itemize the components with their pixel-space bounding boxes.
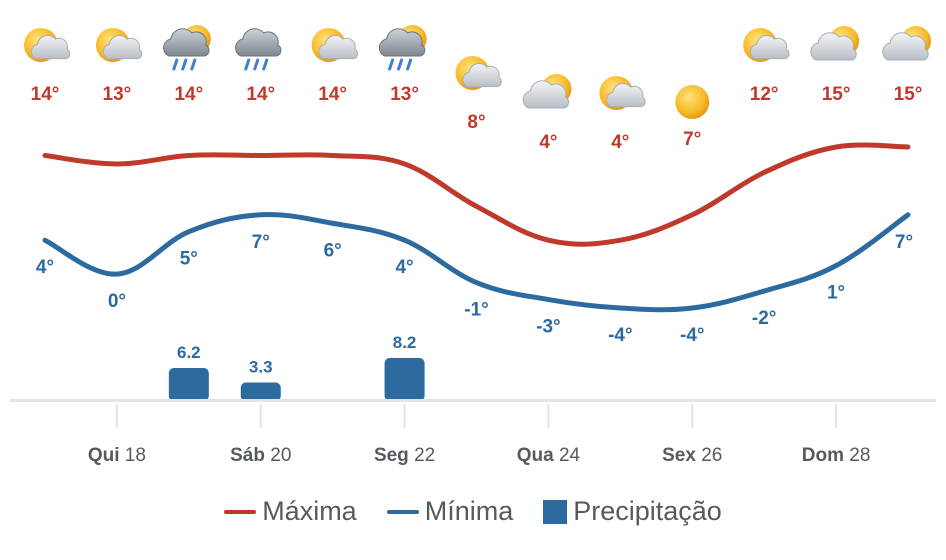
precip-bar	[240, 382, 281, 401]
sun-shape	[675, 85, 710, 119]
min-temp-label: 6°	[324, 240, 342, 261]
min-temp-label: 5°	[180, 249, 198, 270]
cloud-sun-icon	[522, 74, 572, 109]
legend-min-label: Mínima	[424, 496, 514, 526]
max-temp-label: 13°	[103, 84, 132, 105]
min-temp-label: -2°	[752, 308, 777, 329]
rain-drop	[181, 58, 188, 71]
precip-value-label: 8.2	[393, 333, 417, 352]
cloud-shape	[318, 35, 358, 60]
cloud-shape	[749, 35, 790, 60]
sun-cloud-icon	[95, 28, 143, 62]
min-temp-label: -4°	[680, 325, 705, 346]
rain-drop	[406, 58, 413, 71]
cloud-sun-icon	[882, 26, 931, 61]
cloud-shape	[163, 28, 210, 57]
max-temp-label: 4°	[611, 132, 629, 153]
cloud-rain-icon	[235, 28, 282, 71]
cloud-sun-icon	[810, 26, 860, 61]
min-temp-line	[42, 212, 911, 313]
legend-max-swatch	[224, 509, 257, 514]
rain-drop	[253, 58, 260, 71]
precip-bar	[384, 358, 425, 401]
sun-icon	[675, 85, 710, 119]
x-tick-label: Sáb 20	[230, 445, 291, 466]
x-tick-label: Seg 22	[374, 445, 435, 466]
sun-cloud-rain-icon	[378, 25, 427, 71]
min-temp-label: 7°	[895, 232, 913, 253]
cloud-shape	[522, 80, 570, 109]
cloud-shape	[606, 83, 646, 108]
max-temp-label: 14°	[318, 84, 347, 105]
max-temp-label: 15°	[822, 84, 851, 105]
rain-drop	[190, 58, 197, 71]
cloud-shape	[462, 63, 502, 88]
max-temp-label: 14°	[174, 84, 203, 105]
sun-cloud-rain-icon	[163, 25, 211, 71]
x-tick-label: Sex 26	[662, 445, 722, 466]
max-temp-line	[42, 142, 911, 247]
cloud-shape	[810, 32, 857, 61]
rain-drop	[388, 58, 395, 71]
legend-min-swatch	[386, 509, 419, 514]
max-temp-label: 12°	[750, 84, 779, 105]
cloud-shape	[378, 28, 426, 57]
sun-cloud-icon	[599, 76, 646, 110]
precip-value-label: 3.3	[249, 358, 273, 377]
min-temp-label: 7°	[252, 232, 270, 253]
rain-drop	[397, 58, 404, 71]
sun-cloud-icon	[24, 28, 71, 62]
precip-value-label: 6.2	[177, 343, 201, 362]
legend-item-min: Mínima	[386, 496, 514, 527]
sun-cloud-icon	[455, 56, 502, 90]
legend-precip-swatch	[543, 499, 568, 524]
min-temp-label: -3°	[536, 317, 561, 338]
max-temp-label: 14°	[31, 84, 60, 105]
rain-drop	[262, 58, 269, 71]
max-temp-label: 8°	[467, 112, 485, 133]
min-temp-label: -1°	[464, 300, 489, 321]
chart-legend: Máxima Mínima Precipitação	[0, 496, 946, 527]
min-temp-label: 4°	[36, 257, 54, 278]
max-temp-label: 15°	[894, 84, 923, 105]
max-temp-label: 14°	[246, 84, 275, 105]
rain-drop	[172, 58, 179, 71]
x-tick-label: Qua 24	[517, 445, 581, 466]
min-temp-label: 4°	[395, 257, 413, 278]
max-temp-label: 7°	[683, 129, 701, 150]
max-temp-label: 13°	[390, 84, 419, 105]
min-temp-label: 1°	[827, 283, 845, 304]
cloud-shape	[30, 35, 71, 60]
rain-drop	[244, 58, 251, 71]
cloud-shape	[882, 32, 929, 61]
max-temp-label: 4°	[539, 132, 557, 153]
cloud-shape	[102, 35, 143, 60]
legend-max-label: Máxima	[262, 496, 357, 526]
cloud-shape	[235, 28, 282, 57]
precip-bar	[168, 368, 209, 401]
legend-item-max: Máxima	[224, 496, 357, 527]
legend-item-precip: Precipitação	[543, 496, 722, 527]
legend-precip-label: Precipitação	[573, 496, 722, 526]
x-tick-label: Qui 18	[88, 445, 146, 466]
min-temp-label: -4°	[608, 325, 633, 346]
sun-cloud-icon	[743, 28, 790, 62]
min-temp-label: 0°	[108, 291, 126, 312]
x-tick-label: Dom 28	[802, 445, 871, 466]
sun-cloud-icon	[311, 28, 358, 62]
